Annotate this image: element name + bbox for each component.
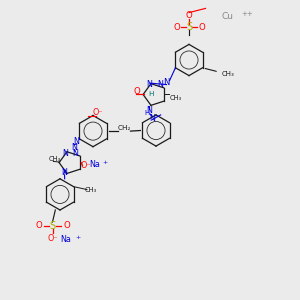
Text: Cu: Cu: [222, 12, 234, 21]
Text: O: O: [198, 22, 205, 32]
Text: H: H: [148, 92, 154, 98]
Text: N: N: [146, 106, 152, 115]
Text: O⁻: O⁻: [92, 108, 103, 117]
Text: S: S: [186, 22, 192, 32]
Text: O: O: [63, 221, 70, 230]
Text: +: +: [102, 160, 108, 165]
Text: CH₂: CH₂: [118, 124, 131, 130]
Text: N: N: [61, 168, 67, 177]
Text: N: N: [71, 143, 77, 152]
Text: +: +: [75, 236, 81, 240]
Text: N: N: [62, 149, 68, 158]
Text: N: N: [146, 80, 152, 89]
Text: N: N: [163, 78, 170, 87]
Text: N: N: [157, 80, 163, 89]
Text: CH₃: CH₃: [49, 156, 61, 162]
Text: O: O: [173, 22, 180, 32]
Text: O: O: [133, 87, 140, 96]
Text: Na: Na: [89, 160, 100, 169]
Text: S: S: [50, 220, 56, 231]
Text: O: O: [186, 11, 192, 20]
Text: N: N: [73, 149, 79, 158]
Text: N: N: [149, 114, 155, 123]
Text: CH₃: CH₃: [85, 187, 97, 193]
Text: H: H: [145, 110, 150, 116]
Text: CH₃: CH₃: [222, 71, 234, 77]
Text: O: O: [35, 221, 42, 230]
Text: ++: ++: [241, 11, 253, 17]
Text: O⁻: O⁻: [80, 161, 91, 170]
Text: O⁻: O⁻: [47, 234, 58, 243]
Text: Na: Na: [61, 236, 71, 244]
Text: CH₃: CH₃: [169, 95, 181, 101]
Text: N: N: [74, 136, 80, 146]
